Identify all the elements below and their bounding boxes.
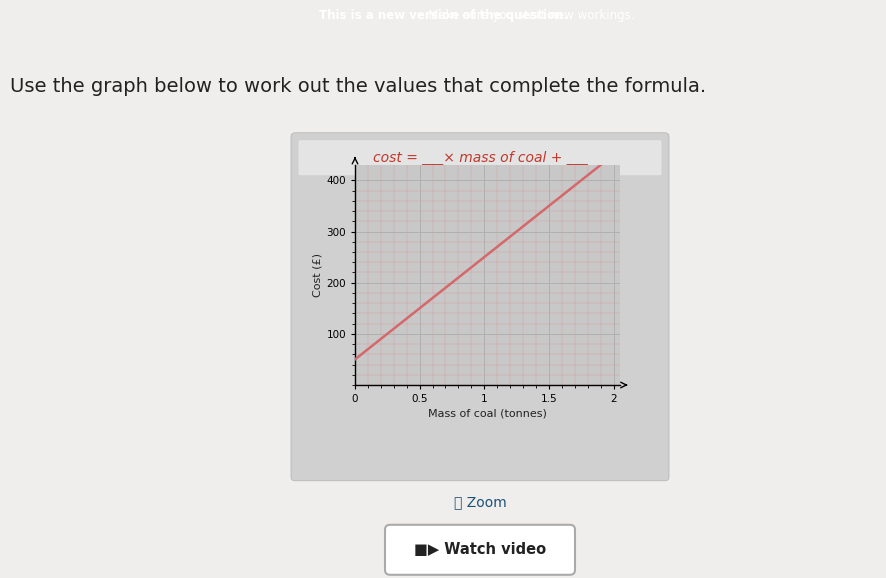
Text: Use the graph below to work out the values that complete the formula.: Use the graph below to work out the valu… bbox=[10, 77, 705, 96]
X-axis label: Mass of coal (tonnes): Mass of coal (tonnes) bbox=[428, 408, 547, 418]
FancyBboxPatch shape bbox=[385, 525, 574, 575]
Y-axis label: Cost (£): Cost (£) bbox=[312, 253, 322, 297]
FancyBboxPatch shape bbox=[291, 133, 668, 481]
Text: Cost against mass of coal: Cost against mass of coal bbox=[384, 186, 575, 199]
Text: Make sure you start new workings.: Make sure you start new workings. bbox=[252, 9, 634, 23]
Text: 🔍 Zoom: 🔍 Zoom bbox=[453, 495, 506, 509]
Text: ■▶ Watch video: ■▶ Watch video bbox=[414, 542, 546, 557]
Text: cost = ___× mass of coal + ___: cost = ___× mass of coal + ___ bbox=[372, 151, 587, 165]
Text: This is a new version of the question.: This is a new version of the question. bbox=[319, 9, 567, 23]
FancyBboxPatch shape bbox=[298, 140, 661, 176]
